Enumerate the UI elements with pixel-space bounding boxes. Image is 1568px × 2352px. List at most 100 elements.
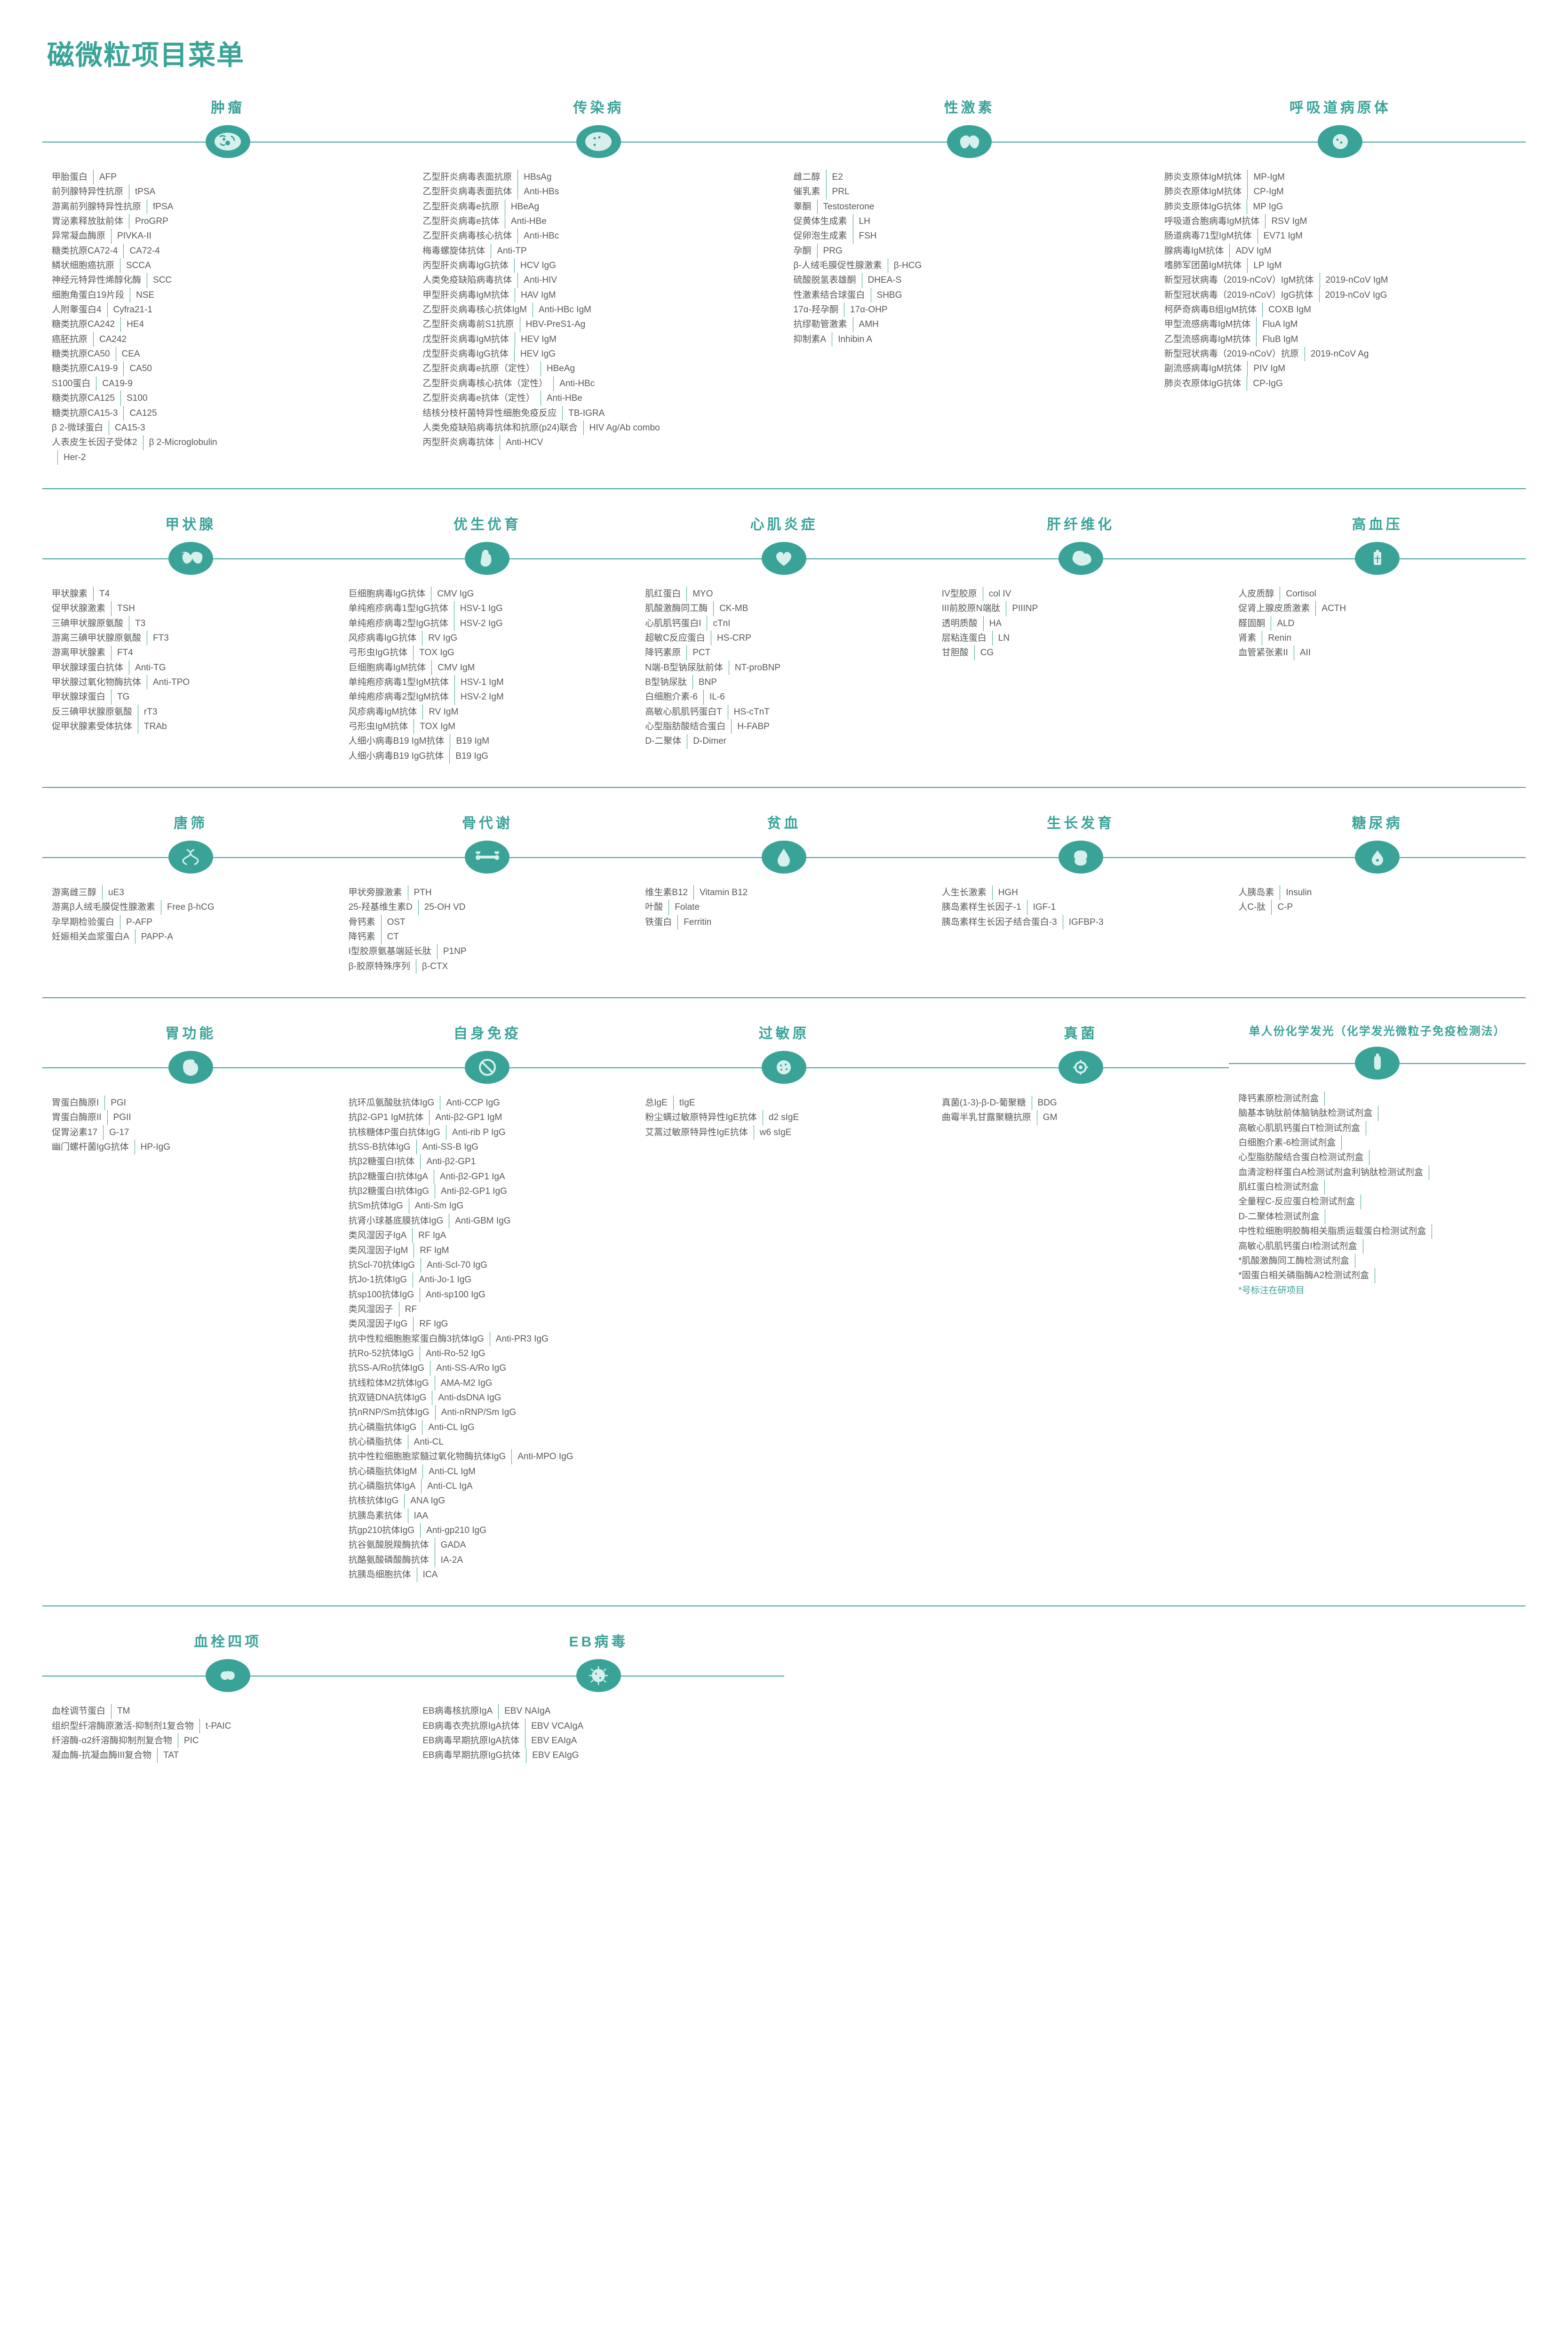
- list-item: 人皮质醇 Cortisol: [1238, 587, 1516, 601]
- list-item: 促卵泡生成素 FSH: [794, 229, 1146, 243]
- list-item: 17α-羟孕酮 17α-OHP: [794, 302, 1146, 317]
- list-item: 乙型肝炎病毒e抗体 Anti-HBe: [422, 214, 774, 229]
- section-thyroid: 甲状腺 甲状腺素 T4 促甲状腺激素 TSH 三碘甲状腺原氨酸 T3 游离三碘甲状腺原氨酸 F…: [42, 513, 339, 763]
- list-item: *号标注在研项目: [1238, 1283, 1516, 1298]
- section-respiratory: 呼吸道病原体 肺炎支原体IgM抗体 MP-IgM 肺炎衣原体IgM抗体 CP-IgM 肺…: [1155, 96, 1526, 465]
- list-item: 抗谷氨酸脱羧酶抗体 GADA: [349, 1538, 627, 1552]
- list-item: 维生素B12 Vitamin B12: [645, 885, 923, 900]
- list-item: 抗胰岛素抗体 IAA: [349, 1509, 627, 1523]
- list-item: 抗心磷脂抗体IgA Anti-CL IgA: [349, 1479, 627, 1494]
- list-item: 抗Scl-70抗体IgG Anti-Scl-70 IgG: [349, 1258, 627, 1272]
- list-item: 甘胆酸 CG: [942, 645, 1220, 660]
- list-item: 游离雌三醇 uE3: [52, 885, 330, 900]
- no-allergy-icon: [465, 1051, 509, 1084]
- autoimmune-item-list: 抗环瓜氨酸肽抗体IgG Anti-CCP IgG 抗β2-GP1 IgM抗体 Anti…: [349, 1096, 627, 1582]
- list-item: I型胶原氨基端延长肽 P1NP: [349, 944, 627, 959]
- list-item: 戊型肝炎病毒IgM抗体 HEV IgM: [422, 332, 774, 347]
- list-item: 新型冠状病毒（2019-nCoV）IgM抗体 2019-nCoV IgM: [1164, 273, 1516, 287]
- list-item: 弓形虫IgG抗体 TOX IgG: [349, 645, 627, 660]
- list-item: 乙型肝炎病毒核心抗体 Anti-HBc: [422, 229, 774, 243]
- list-item: 高敏心肌肌钙蛋白T HS-cTnT: [645, 705, 923, 719]
- list-item: 乙型肝炎病毒e抗体（定性） Anti-HBe: [422, 391, 774, 405]
- list-item: 透明质酸 HA: [942, 616, 1220, 631]
- list-item: 心型脂肪酸结合蛋白 H-FABP: [645, 719, 923, 734]
- list-item: 抗胰岛细胞抗体 ICA: [349, 1567, 627, 1582]
- list-item: 超敏C反应蛋白 HS-CRP: [645, 631, 923, 645]
- list-item: D-二聚体 D-Dimer: [645, 734, 923, 748]
- list-item: *肌酸激酶同工酶检测试剂盒: [1238, 1254, 1516, 1268]
- section-allergen: 过敏原 总IgE tIgE 粉尘螨过敏原特异性IgE抗体 d2 sIgE 艾蒿过敏原特异…: [636, 1022, 932, 1582]
- list-item: 鳞状细胞癌抗原 SCCA: [52, 258, 404, 273]
- list-item: EB病毒早期抗原IgG抗体 EBV EAIgG: [422, 1748, 774, 1763]
- list-item: 高敏心肌肌钙蛋白T检测试剂盒: [1238, 1121, 1516, 1136]
- list-item: 单纯疱疹病毒1型IgM抗体 HSV-1 IgM: [349, 675, 627, 690]
- bone-item-list: 甲状旁腺激素 PTH 25-羟基维生素D 25-OH VD 骨钙素 OST 降钙素 CT I型胶…: [349, 885, 627, 974]
- section-stomach: 胃功能 胃蛋白酶原I PGI 胃蛋白酶原II PGII 促胃泌素17 G-17 幽门螺杆菌I…: [42, 1022, 339, 1582]
- virus-cell-icon: [576, 125, 621, 158]
- list-item: 抗sp100抗体IgG Anti-sp100 IgG: [349, 1287, 627, 1302]
- ebv-virus-icon: [576, 1659, 621, 1692]
- list-item: 腺病毒IgM抗体 ADV IgM: [1164, 244, 1516, 258]
- list-item: 肌红蛋白 MYO: [645, 587, 923, 601]
- list-item: 抗gp210抗体IgG Anti-gp210 IgG: [349, 1523, 627, 1538]
- list-item: 乙型肝炎病毒核心抗体（定性） Anti-HBc: [422, 376, 774, 391]
- list-item: 前列腺特异性抗原 tPSA: [52, 184, 404, 199]
- list-item: EB病毒核抗原IgA EBV NAIgA: [422, 1704, 774, 1718]
- list-item: 降钙素 CT: [349, 930, 627, 944]
- list-item: 游离甲状腺素 FT4: [52, 645, 330, 660]
- hypertension-item-list: 人皮质醇 Cortisol 促肾上腺皮质激素 ACTH 醛固酮 ALD 肾素 Renin 血管紧…: [1238, 587, 1516, 660]
- list-item: 甲型流感病毒IgM抗体 FluA IgM: [1164, 317, 1516, 332]
- list-item: 类风湿因子IgM RF IgM: [349, 1243, 627, 1258]
- thyroid-icon: [168, 542, 213, 575]
- liver-item-list: IV型胶原 col IV III前胶原N端肽 PIIINP 透明质酸 HA 层粘连蛋白 LN 甘…: [942, 587, 1220, 660]
- list-item: 人类免疫缺陷病毒抗体和抗原(p24)联合 HIV Ag/Ab combo: [422, 421, 774, 435]
- list-item: 促肾上腺皮质激素 ACTH: [1238, 601, 1516, 616]
- list-item: 糖类抗原CA72-4 CA72-4: [52, 244, 404, 258]
- blood-pressure-icon: [1355, 542, 1400, 575]
- anemia-item-list: 维生素B12 Vitamin B12 叶酸 Folate 铁蛋白 Ferritin: [645, 885, 923, 930]
- list-item: 血清淀粉样蛋白A检测试剂盒利钠肽检测试剂盒: [1238, 1165, 1516, 1180]
- list-item: 促黄体生成素 LH: [794, 214, 1146, 229]
- stomach-item-list: 胃蛋白酶原I PGI 胃蛋白酶原II PGII 促胃泌素17 G-17 幽门螺杆菌IgG抗体…: [52, 1096, 330, 1154]
- fungus-item-list: 真菌(1-3)-β-D-葡聚糖 BDG 曲霉半乳甘露聚糖抗原 GM: [942, 1096, 1220, 1125]
- virus-spike-icon: [1318, 125, 1362, 158]
- downscreen-item-list: 游离雌三醇 uE3 游离β人绒毛膜促性腺激素 Free β-hCG 孕早期检验蛋白 P-A…: [52, 885, 330, 944]
- diabetes-icon: [1355, 841, 1400, 874]
- section-row-3: 唐筛 游离雌三醇 uE3 游离β人绒毛膜促性腺激素 Free β-hCG 孕早期检验蛋白…: [42, 811, 1526, 974]
- list-item: EB病毒早期抗原IgA抗体 EBV EAIgA: [422, 1733, 774, 1748]
- respiratory-item-list: 肺炎支原体IgM抗体 MP-IgM 肺炎衣原体IgM抗体 CP-IgM 肺炎支原体IgG…: [1164, 170, 1516, 391]
- list-item: 妊娠相关血浆蛋白A PAPP-A: [52, 930, 330, 944]
- list-item: 降钙素原 PCT: [645, 645, 923, 660]
- list-item: 抗Ro-52抗体IgG Anti-Ro-52 IgG: [349, 1346, 627, 1361]
- thyroid-item-list: 甲状腺素 T4 促甲状腺激素 TSH 三碘甲状腺原氨酸 T3 游离三碘甲状腺原氨酸 FT3 游离…: [52, 587, 330, 734]
- section-row-5: 血栓四项 血栓调节蛋白 TM 组织型纤溶酶原激活-抑制剂1复合物 t-PAIC 纤溶酶-…: [42, 1630, 1526, 1763]
- list-item: 甲型肝炎病毒IgM抗体 HAV IgM: [422, 288, 774, 302]
- list-item: 胃蛋白酶原II PGII: [52, 1110, 330, 1125]
- list-item: 甲胎蛋白 AFP: [52, 170, 404, 184]
- list-item: 抗nRNP/Sm抗体IgG Anti-nRNP/Sm IgG: [349, 1405, 627, 1420]
- liver-icon: [1059, 542, 1103, 575]
- list-item: 三碘甲状腺原氨酸 T3: [52, 616, 330, 631]
- list-item: 25-羟基维生素D 25-OH VD: [349, 900, 627, 914]
- list-item: 睾酮 Testosterone: [794, 199, 1146, 214]
- list-item: 单纯疱疹病毒1型IgG抗体 HSV-1 IgG: [349, 601, 627, 616]
- list-item: 抑制素A Inhibin A: [794, 332, 1146, 347]
- list-item: 胰岛素样生长因子结合蛋白-3 IGFBP-3: [942, 915, 1220, 930]
- list-item: 血管紧张素II AII: [1238, 645, 1516, 660]
- section-growth: 生长发育 人生长激素 HGH 胰岛素样生长因子-1 IGF-1 胰岛素样生长因子结合蛋白…: [932, 811, 1229, 974]
- list-item: 风疹病毒IgM抗体 RV IgM: [349, 705, 627, 719]
- prenatal-item-list: 巨细胞病毒IgG抗体 CMV IgG 单纯疱疹病毒1型IgG抗体 HSV-1 IgG 单…: [349, 587, 627, 763]
- list-item: 巨细胞病毒IgM抗体 CMV IgM: [349, 660, 627, 675]
- section-autoimmune: 自身免疫 抗环瓜氨酸肽抗体IgG Anti-CCP IgG 抗β2-GP1 IgM抗…: [339, 1022, 636, 1582]
- allergen-item-list: 总IgE tIgE 粉尘螨过敏原特异性IgE抗体 d2 sIgE 艾蒿过敏原特异性IgE…: [645, 1096, 923, 1140]
- list-item: 乙型肝炎病毒表面抗原 HBsAg: [422, 170, 774, 184]
- list-item: 促甲状腺激素 TSH: [52, 601, 330, 616]
- list-item: 新型冠状病毒（2019-nCoV）IgG抗体 2019-nCoV IgG: [1164, 288, 1516, 302]
- list-item: 肾素 Renin: [1238, 631, 1516, 645]
- single-particle-icon: [1355, 1047, 1400, 1080]
- stomach-icon: [168, 1051, 213, 1084]
- list-item: 乙型肝炎病毒核心抗体IgM Anti-HBc IgM: [422, 302, 774, 317]
- section-myocarditis: 心肌炎症 肌红蛋白 MYO 肌酸激酶同工酶 CK-MB 心肌肌钙蛋白I cTnI 超敏C反应…: [636, 513, 932, 763]
- list-item: 新型冠状病毒（2019-nCoV）抗原 2019-nCoV Ag: [1164, 347, 1516, 361]
- list-item: 肺炎衣原体IgM抗体 CP-IgM: [1164, 184, 1516, 199]
